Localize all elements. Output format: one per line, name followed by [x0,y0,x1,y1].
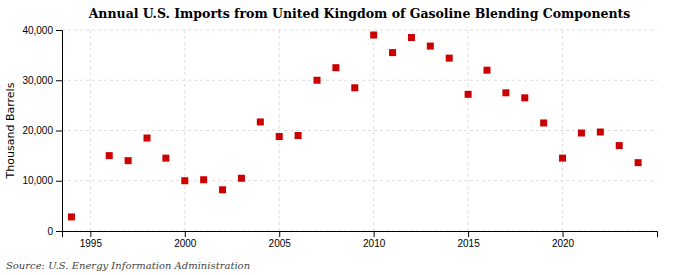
x-axis: 1995 2000 2005 2010 2015 2020 [63,231,658,249]
tick-label: 40,000 [22,25,53,36]
tick-mark [563,231,564,237]
point [578,130,585,137]
point [200,176,207,183]
point [408,34,415,41]
point [559,155,566,162]
tick-mark [279,231,280,237]
grid-line [62,130,657,131]
point [257,118,264,125]
tick-mark [374,231,375,237]
tick-label: 10,000 [22,175,53,186]
tick: 30,000 [22,75,62,86]
tick: 2000 [174,231,197,249]
y-axis: 0 10,000 20,000 30,000 40,000 [22,25,62,237]
point [125,157,132,164]
point [351,84,358,91]
tick-label: 2005 [269,238,292,249]
tick-mark [56,181,62,182]
point [427,43,434,50]
grid-line [184,30,185,231]
tick: 10,000 [22,175,62,186]
tick-label: 30,000 [22,75,53,86]
y-axis-title: Thousand Barrels [4,82,17,179]
grid-line [62,180,657,181]
point [540,119,547,126]
points [68,32,642,221]
tick-label: 1995 [80,238,103,249]
point [502,89,509,96]
tick-label: 2020 [552,238,575,249]
point [389,49,396,56]
point [370,32,377,39]
tick-mark [90,231,91,237]
point [181,177,188,184]
tick: 40,000 [22,25,62,36]
point [276,133,283,140]
tick-mark [468,231,469,237]
title: Annual U.S. Imports from United Kingdom … [88,6,631,21]
axis-line [63,232,658,238]
tick-mark [185,231,186,237]
point [314,77,321,84]
point [106,152,113,159]
tick: 2005 [269,231,292,249]
tick: 2010 [363,231,386,249]
grid-line [562,30,563,231]
point [521,94,528,101]
grid [62,30,657,231]
point [484,67,491,74]
tick-label: 20,000 [22,125,53,136]
point [68,213,75,220]
point [295,132,302,139]
source-note: Source: U.S. Energy Information Administ… [6,260,250,271]
point [332,64,339,71]
tick: 1995 [80,231,103,249]
tick-mark [56,30,62,31]
point [446,55,453,62]
plot: 1995 2000 2005 2010 2015 2020 0 10,000 20,000 30,… [22,25,657,249]
tick-label: 2010 [363,238,386,249]
tick-label: 0 [47,226,53,237]
point [219,186,226,193]
grid-line [62,30,657,31]
point [465,91,472,98]
point [635,159,642,166]
tick: 2020 [552,231,575,249]
tick-mark [56,231,62,232]
grid-line [468,30,469,231]
axis-line [56,31,63,232]
tick: 20,000 [22,125,62,136]
point [597,129,604,136]
tick-mark [56,131,62,132]
tick-label: 2015 [457,238,480,249]
point [144,135,151,142]
chart: 1995 2000 2005 2010 2015 2020 0 10,000 20,000 30,… [0,0,675,275]
grid-line [279,30,280,231]
tick: 0 [47,226,62,237]
point [162,155,169,162]
tick-mark [56,80,62,81]
point [238,175,245,182]
grid-line [90,30,91,231]
grid-line [373,30,374,231]
grid-line [62,80,657,81]
tick-label: 2000 [174,238,197,249]
tick: 2015 [457,231,480,249]
point [616,142,623,149]
